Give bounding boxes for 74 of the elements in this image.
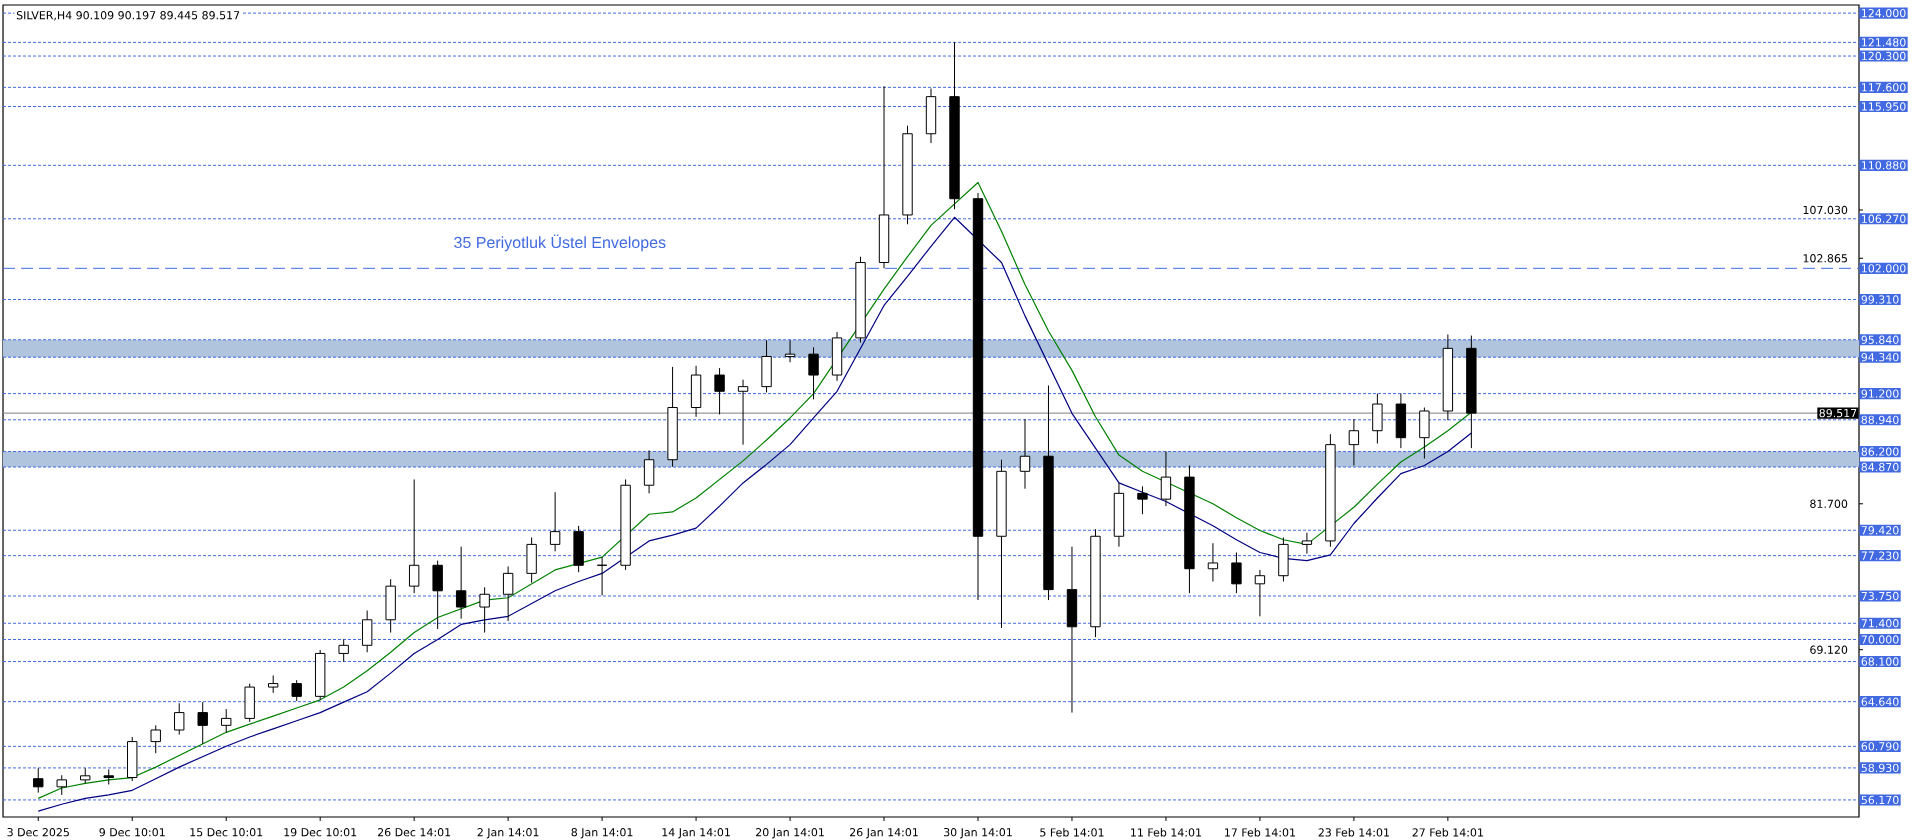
candlestick (56, 774, 67, 796)
ref-line-label: 117.600 (1862, 83, 1906, 92)
x-tick-label: 9 Dec 10:01 (99, 828, 165, 837)
ref-line-label: 102.000 (1862, 264, 1906, 273)
ref-line-label: 124.000 (1862, 8, 1906, 18)
ref-line-label: 120.300 (1862, 51, 1906, 61)
ref-line-label: 95.840 (1861, 335, 1899, 344)
x-tick-label: 26 Jan 14:01 (850, 828, 918, 839)
ref-line-label: 89.517 (1819, 408, 1857, 418)
ref-line-label: 79.420 (1861, 526, 1899, 535)
ref-line-label: 99.310 (1861, 295, 1899, 304)
candlestick (150, 724, 161, 754)
x-tick-label: 8 Jan 14:01 (571, 828, 633, 839)
candlestick (1137, 485, 1148, 515)
ref-line-label: 71.400 (1861, 619, 1899, 628)
ref-line-label: 88.940 (1861, 415, 1899, 424)
candlestick (338, 639, 349, 663)
x-tick-label: 5 Feb 14:01 (1040, 828, 1104, 837)
candlestick (784, 339, 796, 363)
x-tick-label: 11 Feb 14:01 (1131, 828, 1202, 837)
candlestick (737, 379, 749, 446)
x-tick-label: 3 Dec 2025 (7, 828, 69, 837)
candlestick (221, 708, 232, 733)
candlestick (549, 491, 561, 552)
ref-line-label: 94.340 (1861, 352, 1899, 362)
x-tick-label: 26 Dec 14:01 (377, 828, 451, 837)
candlestick (479, 586, 490, 634)
x-tick-label: 20 Jan 14:01 (756, 828, 824, 839)
ref-line-label: 73.750 (1861, 591, 1899, 601)
y-tick-label: 69.120 (1810, 645, 1848, 654)
ref-line-label: 68.100 (1861, 657, 1899, 666)
y-tick-label: 102.865 (1803, 254, 1847, 263)
candlestick (714, 367, 725, 415)
ref-line-label: 121.480 (1862, 38, 1906, 47)
x-tick-label: 30 Jan 14:01 (944, 828, 1012, 839)
candlestick (33, 767, 44, 794)
chart-title: SILVER,H4 90.109 90.197 89.445 89.517 (16, 11, 240, 21)
ref-line-label: 84.870 (1861, 462, 1899, 472)
ref-line-label: 70.000 (1861, 635, 1899, 644)
ref-line-label: 91.200 (1861, 389, 1899, 398)
x-tick-label: 15 Dec 10:01 (190, 828, 263, 837)
candlestick (1231, 552, 1242, 594)
candlestick (1160, 451, 1172, 507)
ref-line-label: 86.200 (1861, 447, 1899, 456)
x-tick-label: 27 Feb 14:01 (1412, 828, 1483, 837)
candlestick (1019, 418, 1031, 490)
candlestick (596, 556, 608, 596)
candlestick (291, 679, 302, 702)
ref-line-label: 58.930 (1861, 763, 1899, 773)
annotation: 35 Periyotluk Üstel Envelopes (454, 234, 666, 252)
ref-line-label: 60.790 (1861, 742, 1899, 751)
ref-line-label: 64.640 (1861, 697, 1899, 706)
candlestick (174, 702, 185, 736)
candlestick (502, 565, 514, 622)
candlestick (455, 546, 467, 620)
x-tick-label: 17 Feb 14:01 (1225, 828, 1295, 837)
y-tick-label: 81.700 (1810, 499, 1848, 508)
ref-line-label: 106.270 (1862, 214, 1906, 223)
candlestick (197, 701, 208, 745)
ref-line-label: 115.950 (1862, 102, 1906, 111)
y-tick-label: 107.030 (1803, 205, 1848, 215)
candlestick (1254, 569, 1266, 617)
candlestick (408, 478, 420, 594)
candlestick (1207, 542, 1219, 583)
ref-line-label: 56.170 (1861, 795, 1899, 805)
x-tick-label: 19 Dec 10:01 (284, 828, 357, 837)
x-tick-label: 23 Feb 14:01 (1318, 828, 1389, 837)
ref-line-label: 77.230 (1861, 551, 1899, 560)
x-tick-label: 14 Jan 14:01 (662, 828, 730, 839)
candlestick (1348, 418, 1360, 467)
candlestick (1301, 532, 1313, 555)
candlestick (808, 346, 819, 400)
ref-line-label: 110.880 (1862, 161, 1906, 170)
x-tick-label: 2 Jan 14:01 (477, 828, 539, 839)
